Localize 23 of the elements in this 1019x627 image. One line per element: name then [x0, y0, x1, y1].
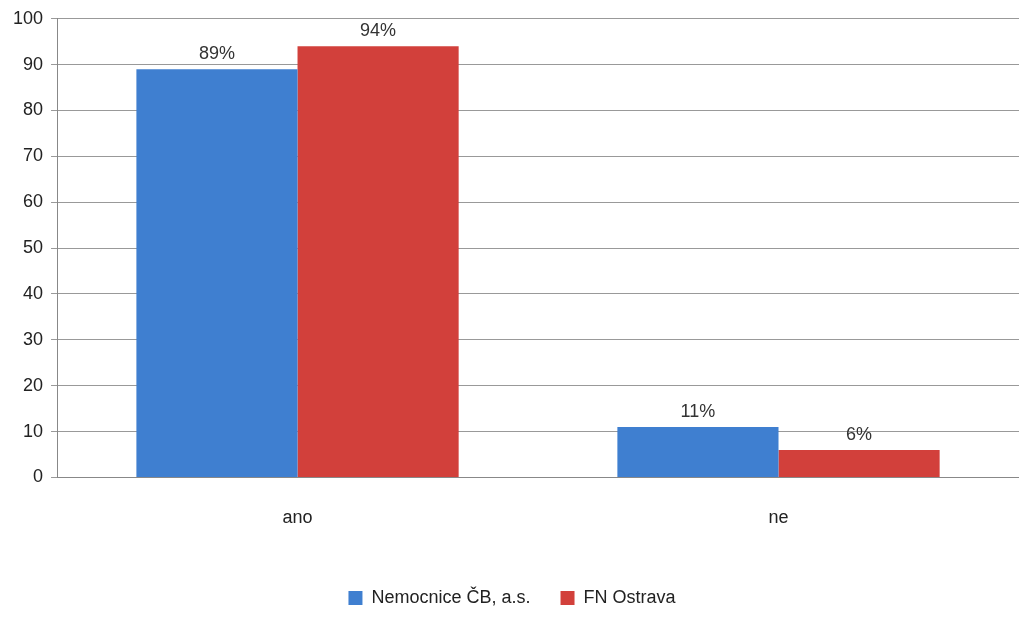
- y-tick-label: 50: [23, 237, 44, 258]
- legend-label: FN Ostrava: [583, 586, 677, 607]
- y-tick-label: 30: [23, 328, 44, 349]
- data-label: 89%: [198, 43, 235, 64]
- bar: [617, 426, 779, 477]
- bar: [297, 46, 459, 477]
- y-tick-label: 0: [33, 466, 44, 487]
- data-label: 6%: [846, 423, 873, 444]
- bar: [778, 449, 940, 477]
- y-tick-label: 70: [23, 145, 44, 166]
- y-tick-label: 100: [12, 7, 44, 28]
- legend-label: Nemocnice ČB, a.s.: [371, 585, 531, 607]
- y-tick-label: 60: [23, 191, 44, 212]
- y-tick-label: 80: [23, 99, 44, 120]
- data-label: 94%: [360, 20, 397, 41]
- data-label: 11%: [680, 400, 716, 421]
- y-tick-label: 20: [23, 374, 44, 395]
- bar: [136, 69, 298, 477]
- x-tick-label: ne: [768, 507, 789, 528]
- y-tick-label: 40: [23, 282, 44, 303]
- x-tick-label: ano: [282, 507, 313, 528]
- y-tick-label: 90: [23, 53, 44, 74]
- y-tick-label: 10: [23, 420, 44, 441]
